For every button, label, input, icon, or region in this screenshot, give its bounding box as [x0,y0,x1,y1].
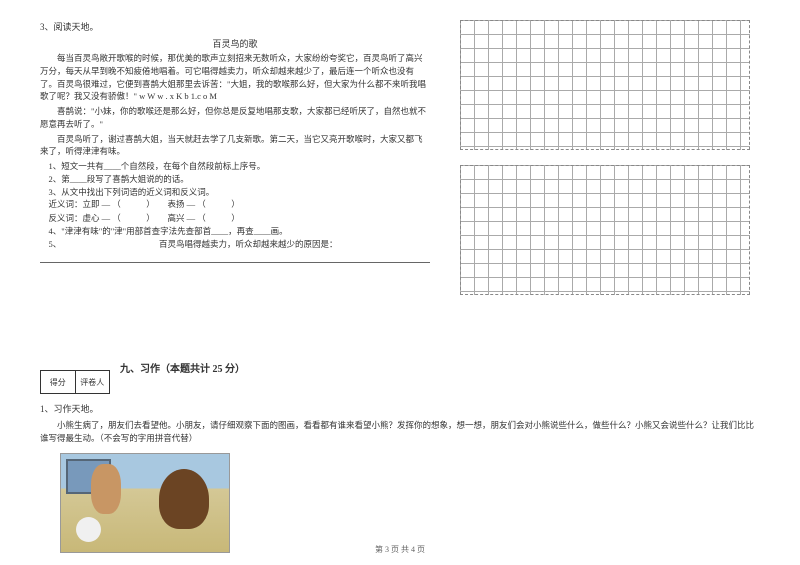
reading-p2: 喜鹊说："小妹，你的歌喉还是那么好，但你总是反复地唱那支歌，大家都已经听厌了，自… [40,105,430,131]
answer-blank-line [40,253,430,263]
reading-title: 百灵鸟的歌 [40,37,430,50]
reading-q4: 4、"津津有味"的"津"用部首查字法先查部首____，再查____画。 [49,225,431,238]
bear-shape [159,469,209,529]
writing-grid-1 [460,20,750,150]
page-footer: 第 3 页 共 4 页 [0,544,800,555]
reading-question-num: 3、阅读天地。 [40,20,430,33]
rabbit-shape [76,517,101,542]
score-table: 得分 评卷人 [40,370,110,394]
reading-p3: 百灵鸟听了，谢过喜鹊大姐，当天就赶去学了几支新歌。第二天，当它又亮开歌喉时，大家… [40,133,430,159]
deer-shape [91,464,121,514]
section-9-header: 得分 评卷人 九、习作（本题共计 25 分） [40,340,760,394]
essay-illustration [60,453,230,553]
reading-q3: 3、从文中找出下列词语的近义词和反义词。 [49,186,431,199]
reading-q2: 2、第____段写了喜鹊大姐说的的话。 [49,173,431,186]
judge-label: 评卷人 [76,371,110,393]
writing-grid-2 [460,165,750,295]
section-9-title: 九、习作（本题共计 25 分） [120,360,245,375]
essay-num: 1、习作天地。 [40,402,760,415]
reading-q5: 5、 百灵鸟唱得越卖力，听众却越来越少的原因是： [49,238,431,251]
reading-antonym: 反义词：虚心 — （ ） 高兴 — （ ） [49,212,431,226]
essay-prompt: 小熊生病了，朋友们去看望他。小朋友，请仔细观察下面的图画，看看都有谁来看望小熊？… [40,419,760,445]
reading-q1: 1、短文一共有____个自然段，在每个自然段前标上序号。 [49,160,431,173]
reading-p1: 每当百灵鸟敞开歌喉的时候，那优美的歌声立刻招来无数听众，大家纷纷夸奖它，百灵鸟听… [40,52,430,103]
reading-synonym: 近义词：立即 — （ ） 表扬 — （ ） [49,198,431,212]
score-label: 得分 [41,371,76,393]
